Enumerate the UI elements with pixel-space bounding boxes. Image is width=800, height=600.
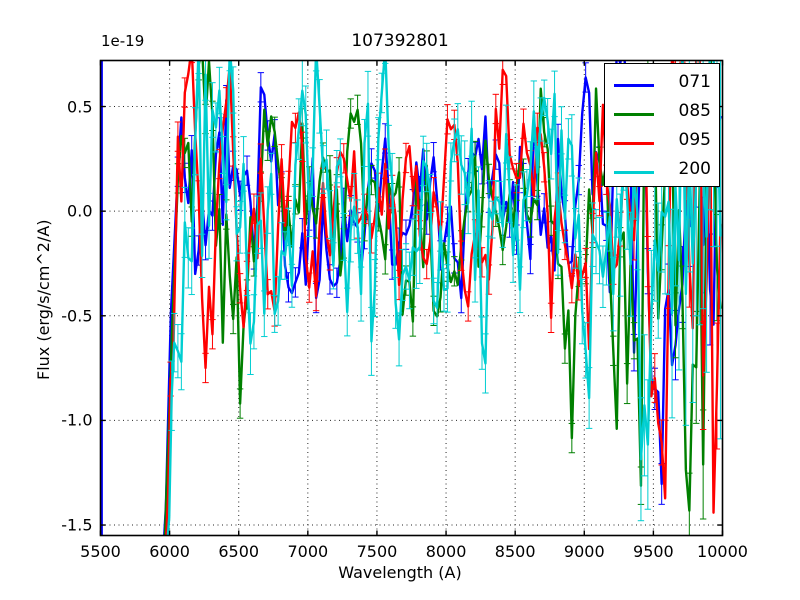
x-tick-label: 10000 [697,541,748,561]
legend-swatch-085 [614,113,654,116]
legend-entry-071[interactable]: 071 [605,70,721,101]
x-tick-label: 5500 [80,541,121,561]
y-tick-label: 0.0 [67,201,93,221]
axes-spines [99,59,724,537]
x-tick-label: 9000 [563,541,605,561]
chart-title: 107392801 [351,31,449,51]
legend-label: 071 [678,72,711,92]
legend-swatch-095 [614,142,654,145]
x-tick-label: 6000 [149,541,190,561]
legend-label: 095 [678,130,711,150]
x-axis-label: Wavelength (A) [338,563,462,582]
legend-entry-200[interactable]: 200 [605,157,721,188]
x-tick-label: 6500 [218,541,260,561]
y-tick-label: -1.5 [61,515,93,535]
y-tick-label: 0.5 [67,97,93,117]
x-tick-label: 9500 [633,541,674,561]
y-axis-label: Flux (erg/s/cm^2/A) [34,219,53,380]
legend-swatch-200 [614,171,654,174]
y-tick-label: -0.5 [61,306,93,326]
legend-swatch-071 [614,84,654,87]
y-axis-offset-text: 1e-19 [101,32,145,50]
chart-legend[interactable]: 071 085 095 200 [604,63,720,187]
x-tick-label: 7500 [356,541,398,561]
x-tick-label: 7000 [287,541,329,561]
y-tick-label: -1.0 [61,410,93,430]
x-tick-label: 8500 [494,541,536,561]
x-tick-label: 8000 [425,541,467,561]
legend-label: 200 [678,159,711,179]
legend-entry-085[interactable]: 085 [605,99,721,130]
legend-entry-095[interactable]: 095 [605,128,721,159]
legend-label: 085 [678,101,711,121]
